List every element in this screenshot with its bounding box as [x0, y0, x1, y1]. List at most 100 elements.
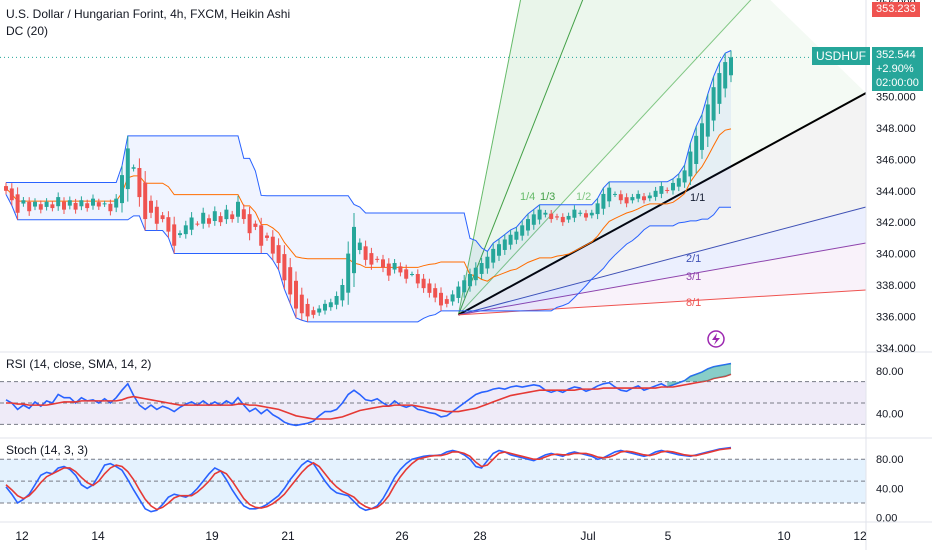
- candle-body[interactable]: [549, 213, 554, 220]
- candle-body[interactable]: [340, 285, 345, 301]
- candle-body[interactable]: [572, 209, 577, 218]
- candle-body[interactable]: [369, 253, 374, 265]
- candle-body[interactable]: [62, 201, 66, 210]
- candle-body[interactable]: [346, 253, 351, 293]
- candle-body[interactable]: [265, 235, 269, 238]
- candle-body[interactable]: [456, 286, 461, 298]
- candle-body[interactable]: [444, 299, 449, 304]
- candle-body[interactable]: [56, 197, 61, 207]
- candle-body[interactable]: [91, 198, 95, 206]
- candle-body[interactable]: [607, 187, 612, 202]
- candle-body[interactable]: [334, 295, 339, 305]
- candle-body[interactable]: [375, 258, 380, 260]
- stoch-pane[interactable]: Stoch (14, 3, 3): [0, 443, 866, 513]
- candle-body[interactable]: [311, 310, 316, 315]
- candle-body[interactable]: [172, 224, 177, 246]
- candle-body[interactable]: [253, 223, 258, 227]
- candle-body[interactable]: [421, 278, 426, 289]
- candle-body[interactable]: [149, 200, 153, 213]
- candle-body[interactable]: [357, 242, 362, 251]
- candle-body[interactable]: [676, 178, 681, 187]
- series--k[interactable]: [5, 446, 732, 513]
- candle-body[interactable]: [520, 225, 525, 236]
- candle-body[interactable]: [166, 217, 171, 232]
- candle-body[interactable]: [537, 209, 542, 220]
- fan-ray-5[interactable]: [458, 242, 867, 316]
- symbol-title[interactable]: U.S. Dollar / Hungarian Forint, 4h, FXCM…: [6, 7, 291, 21]
- candle-body[interactable]: [560, 216, 565, 223]
- candle-body[interactable]: [473, 267, 478, 281]
- time-axis[interactable]: 12 14 19 21 26 28 Jul 5 10 12: [15, 529, 867, 543]
- candle-body[interactable]: [531, 214, 536, 225]
- candle-body[interactable]: [294, 280, 298, 309]
- candle-body[interactable]: [415, 274, 420, 284]
- candle-body[interactable]: [259, 225, 264, 246]
- candle-body[interactable]: [27, 201, 32, 212]
- candle-body[interactable]: [601, 193, 606, 209]
- candle-body[interactable]: [230, 214, 235, 220]
- candle-body[interactable]: [381, 259, 385, 268]
- candle-body[interactable]: [207, 218, 211, 224]
- candle-body[interactable]: [236, 201, 240, 217]
- candle-body[interactable]: [9, 188, 14, 201]
- candle-body[interactable]: [711, 87, 716, 121]
- candle-body[interactable]: [120, 175, 124, 204]
- candle-body[interactable]: [125, 148, 130, 190]
- candle-body[interactable]: [218, 216, 223, 223]
- fan-ray-1[interactable]: [457, 0, 630, 316]
- candle-body[interactable]: [468, 274, 472, 287]
- candle-body[interactable]: [195, 223, 200, 225]
- candle-body[interactable]: [38, 204, 43, 210]
- candle-body[interactable]: [642, 196, 646, 201]
- candle-body[interactable]: [584, 213, 588, 218]
- candle-body[interactable]: [201, 212, 206, 224]
- candle-body[interactable]: [79, 200, 84, 207]
- series-rsi-based-ma[interactable]: [6, 373, 732, 420]
- candle-body[interactable]: [502, 239, 507, 250]
- candle-body[interactable]: [247, 214, 252, 234]
- candle-body[interactable]: [665, 189, 670, 191]
- candle-body[interactable]: [613, 193, 617, 195]
- candle-body[interactable]: [282, 254, 287, 281]
- candle-body[interactable]: [67, 200, 72, 206]
- rsi-pane[interactable]: RSI (14, close, SMA, 14, 2): [0, 357, 866, 427]
- candle-body[interactable]: [526, 219, 530, 231]
- candle-body[interactable]: [299, 294, 304, 314]
- candle-body[interactable]: [4, 186, 8, 191]
- candle-body[interactable]: [386, 263, 391, 276]
- candle-body[interactable]: [555, 216, 559, 218]
- candle-body[interactable]: [102, 203, 107, 205]
- candle-body[interactable]: [688, 151, 693, 177]
- candle-body[interactable]: [317, 308, 322, 313]
- candle-body[interactable]: [682, 170, 687, 183]
- candle-body[interactable]: [305, 303, 310, 317]
- candle-body[interactable]: [410, 274, 414, 276]
- candle-body[interactable]: [578, 212, 583, 214]
- candle-body[interactable]: [183, 225, 188, 235]
- candle-body[interactable]: [543, 212, 548, 215]
- candle-body[interactable]: [131, 167, 136, 169]
- indicator-label[interactable]: DC (20): [6, 24, 49, 38]
- candle-body[interactable]: [479, 263, 484, 274]
- candle-body[interactable]: [44, 201, 49, 207]
- candle-body[interactable]: [514, 231, 519, 240]
- candle-body[interactable]: [160, 215, 165, 220]
- series--d[interactable]: [5, 447, 732, 511]
- candle-body[interactable]: [15, 194, 20, 213]
- candle-body[interactable]: [462, 280, 467, 293]
- candle-body[interactable]: [33, 201, 37, 207]
- candle-body[interactable]: [352, 226, 356, 274]
- candle-body[interactable]: [270, 236, 275, 254]
- candle-body[interactable]: [589, 212, 594, 216]
- candle-body[interactable]: [143, 182, 148, 220]
- candle-body[interactable]: [178, 233, 182, 236]
- candle-body[interactable]: [659, 186, 664, 194]
- candle-body[interactable]: [433, 288, 438, 298]
- candle-body[interactable]: [485, 256, 490, 269]
- candle-body[interactable]: [137, 168, 142, 198]
- candle-body[interactable]: [630, 197, 635, 201]
- candle-body[interactable]: [717, 73, 722, 104]
- candle-body[interactable]: [566, 215, 571, 220]
- candle-body[interactable]: [212, 211, 217, 222]
